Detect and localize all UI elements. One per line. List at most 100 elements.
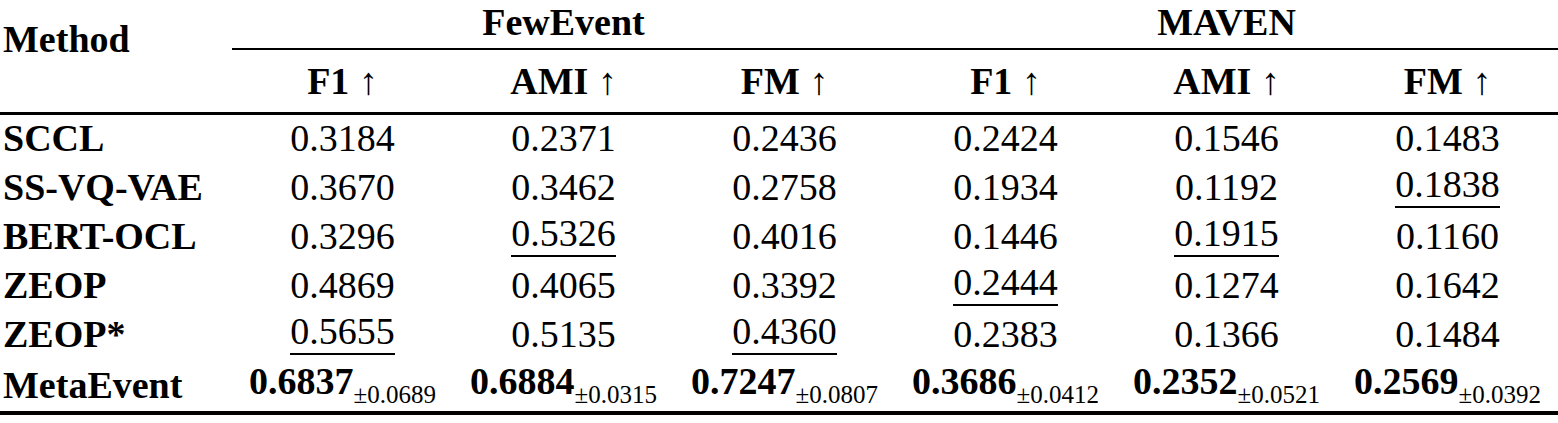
metric-value: 0.1915 (1174, 214, 1279, 257)
metric-value: 0.1838 (1395, 165, 1500, 208)
column-header-method: Method (0, 0, 232, 113)
group-header-maven: MAVEN (895, 0, 1558, 49)
metric-value: 0.1484 (1395, 315, 1500, 353)
metric-value: 0.3184 (290, 119, 395, 157)
std-dev-subscript: ±0.0689 (354, 381, 436, 408)
metric-value: 0.1160 (1396, 217, 1499, 255)
metric-value: 0.7247±0.0807 (691, 362, 878, 407)
metric-value: 0.2352±0.0521 (1133, 362, 1320, 407)
method-name: BERT-OCL (0, 211, 232, 260)
table-row: MetaEvent0.6837±0.06890.6884±0.03150.724… (0, 358, 1558, 413)
metric-value: 0.1446 (953, 217, 1058, 255)
column-header-fewevent-ami: AMI ↑ (453, 49, 674, 113)
metric-value-cell: 0.7247±0.0807 (674, 358, 895, 413)
group-header-fewevent: FewEvent (232, 0, 895, 49)
metric-value-cell: 0.1915 (1116, 211, 1337, 260)
metric-value: 0.5326 (511, 214, 616, 257)
metric-value: 0.2371 (511, 119, 616, 157)
metric-value: 0.2436 (732, 119, 837, 157)
metric-value-cell: 0.4869 (232, 260, 453, 309)
metric-value-cell: 0.2352±0.0521 (1116, 358, 1337, 413)
metric-value: 0.1366 (1174, 315, 1279, 353)
table-row: BERT-OCL 0.3296 0.5326 0.4016 0.1446 0.1915 0.… (0, 211, 1558, 260)
table-row: SCCL 0.3184 0.2371 0.2436 0.2424 0.1546 0.1483 (0, 113, 1558, 162)
metric-value: 0.2424 (953, 119, 1058, 157)
results-table: Method FewEvent MAVEN F1 ↑ AMI ↑ FM ↑ F1… (0, 0, 1558, 415)
metric-value-cell: 0.1838 (1337, 162, 1558, 211)
std-dev-subscript: ±0.0807 (796, 381, 878, 408)
table-row: ZEOP* 0.5655 0.5135 0.4360 0.2383 0.1366 0.148… (0, 309, 1558, 358)
metric-value: 0.4360 (732, 312, 837, 355)
metric-value: 0.3686±0.0412 (912, 362, 1099, 407)
metric-value-cell: 0.2424 (895, 113, 1116, 162)
metric-value-cell: 0.1546 (1116, 113, 1337, 162)
paper-results-table-figure: Method FewEvent MAVEN F1 ↑ AMI ↑ FM ↑ F1… (0, 0, 1558, 423)
method-name: SCCL (0, 113, 232, 162)
metric-value-cell: 0.1484 (1337, 309, 1558, 358)
metric-value: 0.1642 (1395, 266, 1500, 304)
metric-value: 0.2383 (953, 315, 1058, 353)
metric-value-cell: 0.1192 (1116, 162, 1337, 211)
metric-value-cell: 0.4016 (674, 211, 895, 260)
metric-value-cell: 0.1366 (1116, 309, 1337, 358)
metric-value-cell: 0.4065 (453, 260, 674, 309)
metric-value-cell: 0.2569±0.0392 (1337, 358, 1558, 413)
metric-value: 0.3670 (290, 168, 395, 206)
metric-value-cell: 0.3184 (232, 113, 453, 162)
method-name: ZEOP* (0, 309, 232, 358)
metric-value-cell: 0.1642 (1337, 260, 1558, 309)
metric-value-cell: 0.1160 (1337, 211, 1558, 260)
metric-value: 0.3296 (290, 217, 395, 255)
metric-value-cell: 0.1446 (895, 211, 1116, 260)
metric-value: 0.1192 (1175, 168, 1278, 206)
metric-value: 0.5655 (290, 312, 395, 355)
metric-value: 0.2758 (732, 168, 837, 206)
metric-value-cell: 0.2436 (674, 113, 895, 162)
metric-value-cell: 0.3686±0.0412 (895, 358, 1116, 413)
metric-value-cell: 0.4360 (674, 309, 895, 358)
metric-value: 0.4869 (290, 266, 395, 304)
column-header-maven-fm: FM ↑ (1337, 49, 1558, 113)
metric-value-cell: 0.1274 (1116, 260, 1337, 309)
metric-value-cell: 0.2383 (895, 309, 1116, 358)
metric-value-cell: 0.3462 (453, 162, 674, 211)
metric-value: 0.4065 (511, 266, 616, 304)
table-row: ZEOP 0.4869 0.4065 0.3392 0.2444 0.1274 0.1642 (0, 260, 1558, 309)
method-name: SS-VQ-VAE (0, 162, 232, 211)
std-dev-subscript: ±0.0315 (575, 381, 657, 408)
metric-value-cell: 0.2758 (674, 162, 895, 211)
metric-value-cell: 0.3296 (232, 211, 453, 260)
metric-value-cell: 0.6884±0.0315 (453, 358, 674, 413)
results-table-body: SCCL 0.3184 0.2371 0.2436 0.2424 0.1546 0.1483… (0, 113, 1558, 413)
metric-value-cell: 0.3392 (674, 260, 895, 309)
std-dev-subscript: ±0.0412 (1017, 381, 1099, 408)
metric-value-cell: 0.2371 (453, 113, 674, 162)
metric-value-cell: 0.1483 (1337, 113, 1558, 162)
metric-value: 0.2569±0.0392 (1354, 362, 1541, 407)
column-header-maven-ami: AMI ↑ (1116, 49, 1337, 113)
column-header-maven-f1: F1 ↑ (895, 49, 1116, 113)
table-row: SS-VQ-VAE 0.3670 0.3462 0.2758 0.1934 0.1192 0… (0, 162, 1558, 211)
metric-value-cell: 0.3670 (232, 162, 453, 211)
std-dev-subscript: ±0.0392 (1459, 381, 1541, 408)
metric-value-cell: 0.1934 (895, 162, 1116, 211)
metric-value: 0.6837±0.0689 (249, 362, 436, 407)
metric-value: 0.6884±0.0315 (470, 362, 657, 407)
metric-value: 0.3392 (732, 266, 837, 304)
metric-value: 0.1934 (953, 168, 1058, 206)
metric-value: 0.5135 (511, 315, 616, 353)
std-dev-subscript: ±0.0521 (1238, 381, 1320, 408)
column-header-fewevent-fm: FM ↑ (674, 49, 895, 113)
metric-value: 0.1483 (1395, 119, 1500, 157)
metric-value-cell: 0.5655 (232, 309, 453, 358)
column-header-fewevent-f1: F1 ↑ (232, 49, 453, 113)
metric-value: 0.3462 (511, 168, 616, 206)
metric-value: 0.2444 (953, 263, 1058, 306)
metric-value-cell: 0.6837±0.0689 (232, 358, 453, 413)
metric-value-cell: 0.5135 (453, 309, 674, 358)
metric-value-cell: 0.5326 (453, 211, 674, 260)
metric-value: 0.4016 (732, 217, 837, 255)
metric-value: 0.1274 (1174, 266, 1279, 304)
method-name: ZEOP (0, 260, 232, 309)
metric-value-cell: 0.2444 (895, 260, 1116, 309)
